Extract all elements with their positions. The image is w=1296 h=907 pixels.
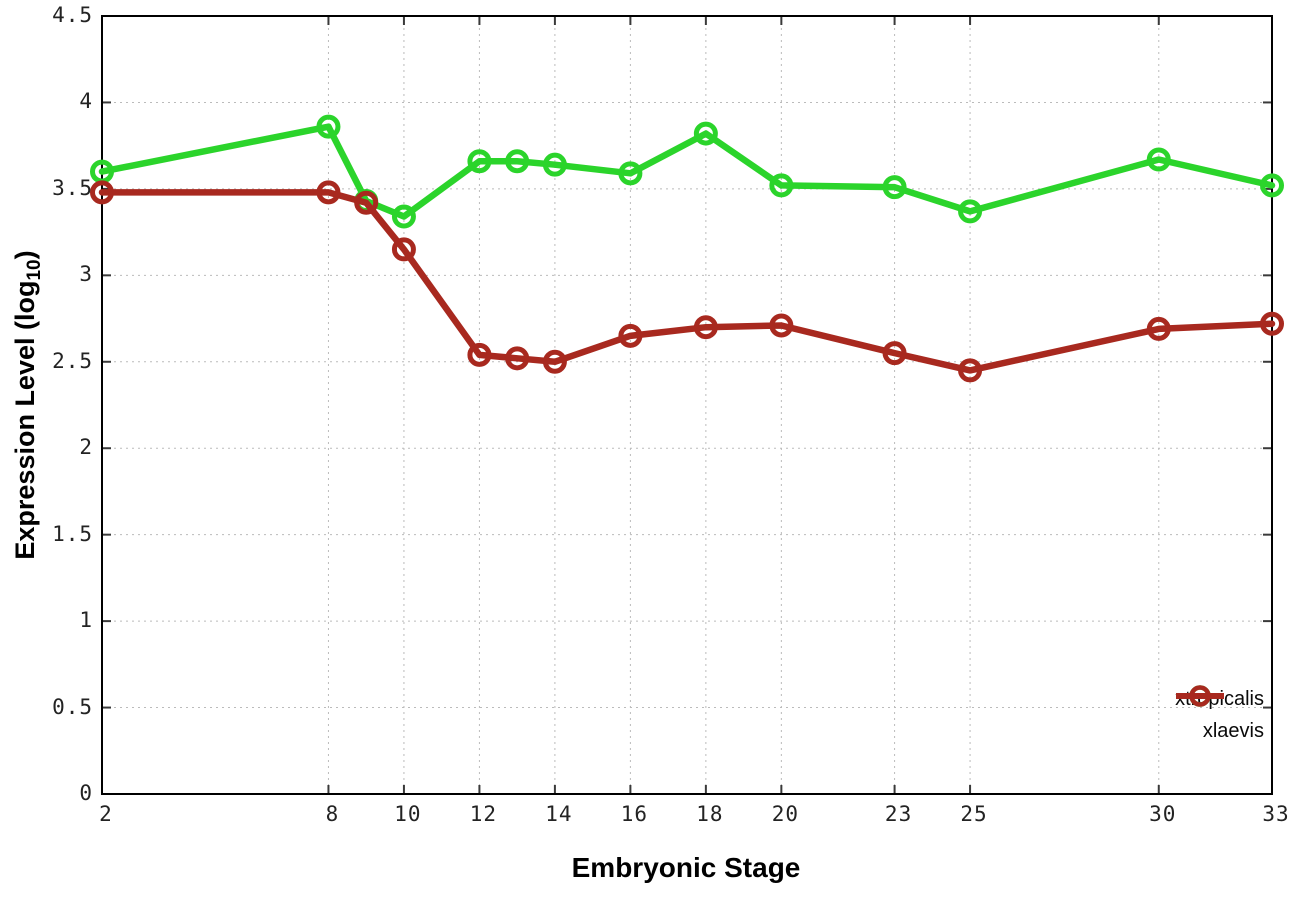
x-tick-label: 18 bbox=[696, 802, 724, 826]
x-tick-label: 23 bbox=[884, 802, 913, 826]
y-axis-title-end: ) bbox=[10, 250, 40, 260]
y-tick-label: 1 bbox=[79, 608, 93, 633]
x-tick-label: 2 bbox=[99, 802, 113, 826]
y-tick-label: 1.5 bbox=[52, 521, 93, 546]
x-tick-label: 14 bbox=[545, 802, 573, 826]
data-point-xlaevis bbox=[505, 346, 530, 371]
data-point-xlaevis bbox=[769, 313, 794, 338]
y-axis-title: Expression Level (log10) bbox=[10, 250, 46, 559]
x-tick-label: 25 bbox=[960, 802, 988, 826]
data-point-xtropicalis bbox=[769, 173, 794, 198]
data-point-xtropicalis bbox=[1146, 147, 1171, 172]
series-line-xtropicalis bbox=[98, 123, 1276, 220]
data-point-xlaevis bbox=[693, 315, 718, 340]
data-point-xlaevis bbox=[391, 237, 416, 262]
x-tick-label: 33 bbox=[1262, 802, 1290, 826]
y-tick-label: 2 bbox=[79, 435, 93, 460]
data-point-xlaevis bbox=[90, 180, 114, 205]
plot-border bbox=[101, 15, 1273, 795]
legend-label: xlaevis bbox=[1202, 719, 1264, 742]
legend: xtropicalisxlaevis bbox=[1175, 683, 1264, 747]
data-point-xtropicalis bbox=[958, 199, 983, 224]
legend-marker-xlaevis bbox=[1176, 685, 1225, 707]
x-tick-label: 20 bbox=[771, 802, 799, 826]
data-point-xtropicalis bbox=[505, 149, 530, 174]
data-point-xtropicalis bbox=[391, 204, 416, 229]
y-tick-label: 3.5 bbox=[52, 175, 93, 200]
x-tick-label: 10 bbox=[394, 802, 422, 826]
legend-item-xlaevis: xlaevis bbox=[1175, 685, 1264, 747]
x-tick-label: 8 bbox=[325, 802, 340, 826]
x-tick-label: 12 bbox=[469, 802, 498, 826]
data-point-xtropicalis bbox=[1260, 173, 1284, 198]
data-point-xlaevis bbox=[542, 349, 567, 374]
data-point-xlaevis bbox=[882, 341, 907, 366]
y-tick-label: 4.5 bbox=[52, 3, 93, 27]
y-axis-title-main: Expression Level (log bbox=[10, 280, 40, 560]
data-point-xtropicalis bbox=[542, 152, 567, 177]
data-point-xtropicalis bbox=[693, 121, 718, 146]
data-point-xtropicalis bbox=[467, 149, 492, 174]
y-tick-label: 3 bbox=[79, 262, 93, 287]
x-tick-label: 16 bbox=[620, 802, 649, 826]
y-tick-label: 0 bbox=[79, 781, 93, 805]
data-point-xtropicalis bbox=[882, 175, 907, 200]
y-tick-label: 2.5 bbox=[52, 348, 93, 373]
y-tick-label: 0.5 bbox=[52, 694, 93, 719]
data-point-xlaevis bbox=[1260, 311, 1284, 336]
series-line-xlaevis bbox=[98, 189, 1276, 374]
y-tick-label: 4 bbox=[79, 89, 93, 114]
data-point-xlaevis bbox=[958, 358, 983, 383]
x-tick-label: 30 bbox=[1149, 802, 1177, 826]
data-point-xlaevis bbox=[1146, 316, 1171, 341]
data-point-xlaevis bbox=[354, 190, 379, 215]
data-point-xtropicalis bbox=[618, 161, 643, 186]
data-point-xlaevis bbox=[618, 323, 643, 348]
data-point-xlaevis bbox=[467, 342, 492, 367]
x-axis-title: Embryonic Stage bbox=[571, 852, 801, 883]
data-point-xlaevis bbox=[316, 180, 341, 205]
data-point-xtropicalis bbox=[316, 114, 341, 139]
